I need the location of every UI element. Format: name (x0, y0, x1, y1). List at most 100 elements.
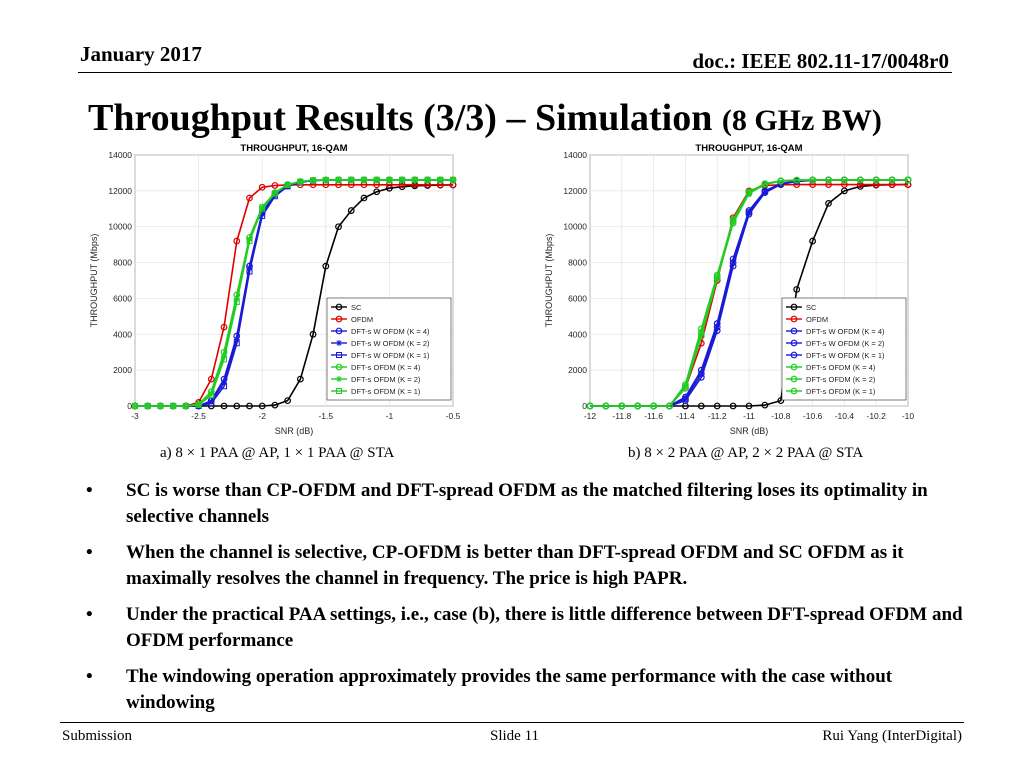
data-point (220, 323, 228, 331)
legend-label: DFT-s OFDM (K = 4) (806, 363, 876, 372)
data-point (888, 181, 896, 188)
x-tick-label: -1 (386, 411, 394, 421)
data-point (697, 402, 705, 410)
header-divider (78, 72, 952, 73)
x-tick-label: -11.6 (644, 411, 663, 421)
legend-label: SC (806, 303, 817, 312)
data-point (348, 176, 355, 183)
data-point (208, 392, 215, 399)
legend-marker (790, 315, 798, 323)
data-point (729, 402, 737, 410)
data-point (322, 176, 329, 183)
data-point (809, 181, 817, 188)
data-point (729, 219, 737, 227)
y-tick-label: 4000 (113, 329, 132, 339)
data-point (450, 176, 456, 183)
data-point (259, 211, 266, 218)
y-tick-label: 6000 (568, 293, 587, 303)
footer-divider (60, 722, 964, 723)
footer-slide-number: Slide 11 (490, 728, 540, 744)
legend-label: DFT-s OFDM (K = 2) (351, 375, 421, 384)
data-point (182, 403, 189, 409)
data-point (360, 176, 367, 183)
data-point (233, 237, 241, 245)
data-point (271, 401, 279, 409)
y-tick-label: 8000 (568, 258, 587, 268)
slide-title-main: Throughput Results (3/3) – Simulation (88, 97, 713, 139)
x-tick-label: -10.6 (803, 411, 823, 421)
header-doc-id: doc.: IEEE 802.11-17/0048r0 (692, 49, 949, 73)
y-tick-label: 10000 (563, 222, 587, 232)
y-tick-label: 12000 (563, 186, 587, 196)
data-point (809, 237, 817, 245)
y-tick-label: 2000 (568, 365, 587, 375)
data-point (761, 181, 769, 188)
y-tick-label: 2000 (113, 365, 132, 375)
data-point (233, 340, 240, 347)
legend-label: SC (351, 303, 362, 312)
data-point (221, 383, 228, 390)
data-point (841, 187, 848, 195)
x-axis-label: SNR (dB) (275, 426, 314, 436)
data-point (360, 194, 368, 202)
data-point (713, 275, 721, 283)
data-point (208, 398, 215, 405)
data-point (157, 403, 164, 409)
legend-marker (336, 376, 342, 382)
data-point (411, 176, 418, 183)
data-point (745, 210, 753, 218)
data-point (745, 402, 753, 410)
data-point (872, 176, 880, 184)
x-tick-label: -11 (743, 411, 755, 421)
x-tick-label: -11.4 (676, 411, 695, 421)
data-point (399, 176, 406, 183)
legend-marker (790, 363, 798, 371)
bullet-text: SC is worse than CP-OFDM and DFT-spread … (126, 480, 928, 527)
x-tick-label: -11.2 (708, 411, 727, 421)
y-tick-label: 12000 (108, 186, 132, 196)
data-point (825, 200, 832, 207)
y-tick-label: 14000 (563, 150, 587, 160)
legend-marker (790, 327, 798, 335)
data-point (398, 183, 406, 191)
data-point (132, 403, 138, 409)
footer-author: Rui Yang (InterDigital) (822, 728, 962, 744)
y-tick-label: 10000 (108, 222, 132, 232)
data-point (586, 402, 594, 410)
data-point (856, 176, 864, 184)
data-point (713, 327, 721, 335)
data-point (904, 181, 912, 188)
bullet-marker: • (86, 542, 93, 563)
footer-submission: Submission (62, 728, 133, 744)
data-point (246, 194, 253, 202)
data-point (856, 181, 864, 188)
x-axis-label: SNR (dB) (730, 426, 769, 436)
data-point (221, 379, 228, 386)
x-tick-label: -10.8 (771, 411, 791, 421)
series-dft-s-ofdm-k-1 (132, 176, 456, 409)
legend-label: DFT-s OFDM (K = 4) (351, 363, 421, 372)
x-tick-label: -3 (131, 411, 139, 421)
data-point (373, 188, 381, 196)
bullet-item: • Under the practical PAA settings, i.e.,… (86, 602, 966, 654)
legend: SC OFDM DFT-s W OFDM (K = 4) DFT-s W OFDM (… (326, 297, 452, 401)
legend-label: OFDM (806, 315, 828, 324)
legend-label: OFDM (351, 315, 373, 324)
data-point (666, 402, 673, 410)
x-tick-label: -10 (902, 411, 915, 421)
data-point (681, 397, 689, 405)
bullet-text: The windowing operation approximately pr… (126, 666, 893, 713)
data-point (373, 176, 380, 183)
data-point (681, 384, 689, 392)
data-point (309, 330, 317, 338)
data-point (207, 375, 215, 383)
legend-marker (335, 303, 343, 311)
x-tick-label: -0.5 (446, 411, 461, 421)
legend-marker (335, 363, 343, 371)
data-point (284, 397, 292, 405)
x-tick-label: -10.4 (835, 411, 855, 421)
legend-marker (790, 375, 798, 383)
data-point (650, 402, 657, 410)
data-point (777, 397, 785, 405)
legend-marker (790, 339, 798, 347)
